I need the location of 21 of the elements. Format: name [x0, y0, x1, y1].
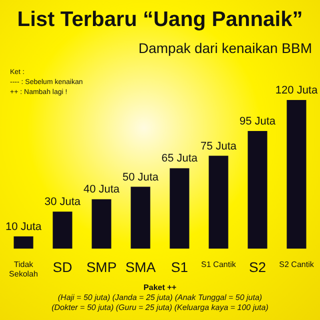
x-tick-label: SMA — [125, 259, 156, 276]
data-label: 120 Juta — [275, 84, 318, 97]
x-tick-label: S2 — [248, 259, 266, 276]
x-tick-label: S1 — [170, 259, 188, 276]
text: Paket ++ — [142, 283, 178, 293]
data-label: 10 Juta — [5, 220, 42, 233]
data-label: 65 Juta — [161, 152, 198, 165]
chart-title: List Terbaru “Uang Pannaik” — [16, 8, 304, 32]
data-label: 40 Juta — [83, 184, 120, 196]
data-label: 50 Juta — [122, 171, 160, 184]
text: (Dokter = 50 juta) (Guru = 25 juta) (Keluarga kaya = 100 juta) — [50, 303, 270, 313]
data-label: 30 Juta — [44, 196, 82, 208]
chart-subtitle: Dampak dari kenaikan BBM — [138, 40, 312, 56]
x-tick-label: Tidak Sekolah — [9, 260, 38, 278]
text: (Haji = 50 juta) (Janda = 25 juta) (Anak Tunggal = 50 juta) — [56, 293, 264, 303]
x-tick-label: S1 Cantik — [201, 260, 237, 269]
data-label: 75 Juta — [200, 140, 238, 152]
x-tick-label: SD — [52, 259, 72, 276]
data-label: 95 Juta — [239, 116, 276, 128]
x-tick-label: S2 Cantik — [279, 260, 315, 269]
x-tick-label: SMP — [86, 259, 117, 276]
